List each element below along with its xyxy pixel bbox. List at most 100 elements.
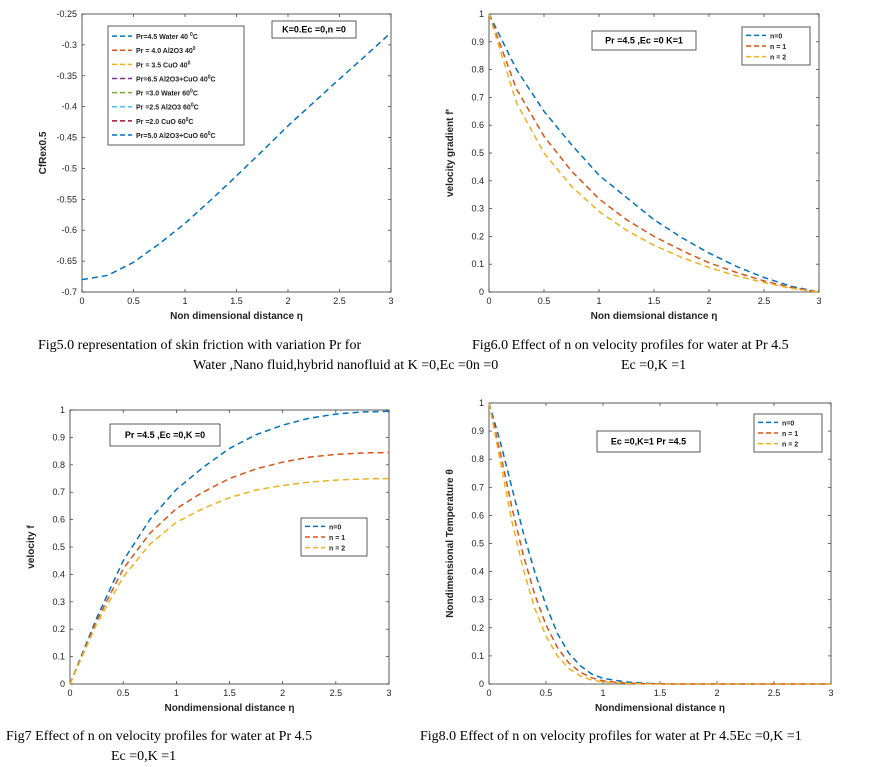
legend-box bbox=[107, 25, 245, 146]
legend-box bbox=[300, 517, 368, 557]
y-tick-label: 0.6 bbox=[52, 515, 65, 525]
y-tick-label: 0.4 bbox=[52, 569, 65, 579]
legend-entry: n = 2 bbox=[770, 55, 786, 62]
legend-entry: Pr =2.5 Al2O3 600C bbox=[136, 103, 199, 112]
y-tick-label: 0.3 bbox=[471, 595, 484, 605]
fig8-caption-line1: Fig8.0 Effect of n on velocity profiles … bbox=[420, 729, 802, 744]
x-tick-label: 0 bbox=[79, 296, 84, 306]
x-tick-label: 0.5 bbox=[538, 296, 551, 306]
x-tick-label: 3 bbox=[388, 296, 393, 306]
x-tick-label: 2 bbox=[706, 296, 711, 306]
x-tick-label: 0 bbox=[486, 296, 491, 306]
y-tick-label: 0.7 bbox=[52, 487, 65, 497]
series-line-1 bbox=[69, 410, 390, 685]
chart-1: 0 0.5 1 1.5 2 2.5 3 -0.25 -0.3 -0.35 -0.4 -0.45 -0.5… bbox=[38, 9, 394, 322]
series-line-3 bbox=[488, 13, 820, 293]
y-tick-label: 1 bbox=[479, 398, 484, 408]
legend-entry: Pr = 4.0 Al2O3 400 bbox=[136, 46, 196, 55]
legend-entry: Pr = 3.5 CuO 400 bbox=[136, 60, 191, 69]
legend-entry: Pr =3.0 Water 600C bbox=[136, 89, 198, 98]
legend-entry: n=0 bbox=[782, 420, 794, 427]
legend-entry: n = 2 bbox=[782, 442, 798, 449]
series-line-3 bbox=[488, 402, 831, 685]
chart-4: 0 0.5 1 1.5 2 2.5 3 0 0.1 0.2 0.3 0.4 0.5 0.6 0.7 0.8 0.… bbox=[445, 398, 834, 714]
annotation-box bbox=[271, 20, 357, 39]
x-tick-label: 2.5 bbox=[330, 688, 343, 698]
y-axis-label: velocity gradient f' bbox=[445, 109, 456, 197]
y-axis-label: Nondimensional Temperature θ bbox=[445, 469, 456, 618]
series-line-2 bbox=[488, 13, 820, 293]
y-tick-label: 0.9 bbox=[52, 432, 65, 442]
x-tick-label: 1 bbox=[596, 296, 601, 306]
fig7-caption-line2: Ec =0,K =1 bbox=[111, 749, 177, 764]
y-tick-label: 0.1 bbox=[471, 651, 484, 661]
x-tick-label: 3 bbox=[816, 296, 821, 306]
x-tick-label: 3 bbox=[386, 688, 391, 698]
y-tick-label: 0 bbox=[60, 679, 65, 689]
legend-box bbox=[741, 26, 811, 66]
fig6-caption-line1: Fig6.0 Effect of n on velocity profiles … bbox=[472, 338, 789, 353]
y-tick-label: 0.8 bbox=[52, 460, 65, 470]
fig5-caption-line1: Fig5.0 representation of skin friction w… bbox=[38, 338, 362, 353]
y-tick-label: -0.3 bbox=[61, 40, 77, 50]
y-tick-label: 1 bbox=[60, 405, 65, 415]
y-tick-label: 0.9 bbox=[471, 426, 484, 436]
x-tick-label: 0.5 bbox=[540, 688, 553, 698]
y-axis-label: CfRex0.5 bbox=[38, 131, 49, 174]
y-tick-label: -0.55 bbox=[56, 194, 77, 204]
y-tick-label: 0.5 bbox=[52, 542, 65, 552]
x-axis-label: Non diemsional distance η bbox=[591, 311, 718, 322]
series-line-1 bbox=[81, 31, 392, 281]
y-tick-label: 0.4 bbox=[471, 567, 484, 577]
y-tick-label: 0.8 bbox=[471, 454, 484, 464]
y-tick-label: -0.4 bbox=[61, 102, 77, 112]
x-tick-label: 2.5 bbox=[333, 296, 346, 306]
y-tick-label: 0.3 bbox=[471, 204, 484, 214]
annotation-text: Pr =4.5 ,Ec =0,K =0 bbox=[125, 430, 205, 440]
y-tick-label: -0.45 bbox=[56, 133, 77, 143]
x-tick-label: 3 bbox=[828, 688, 833, 698]
legend-box bbox=[753, 413, 823, 453]
x-tick-label: 2 bbox=[714, 688, 719, 698]
y-tick-label: 0.5 bbox=[471, 539, 484, 549]
legend-entry: n = 1 bbox=[329, 535, 345, 542]
series-line-1 bbox=[488, 13, 820, 293]
y-tick-label: 1 bbox=[479, 9, 484, 19]
y-tick-label: 0 bbox=[479, 287, 484, 297]
fig5-caption-line2: Water ,Nano fluid,hybrid nanofluid at K … bbox=[193, 358, 499, 373]
y-tick-label: 0.9 bbox=[471, 37, 484, 47]
legend-entry: n = 2 bbox=[329, 546, 345, 553]
fig6-caption-line2: Ec =0,K =1 bbox=[621, 358, 687, 373]
x-tick-label: 1 bbox=[174, 688, 179, 698]
y-tick-label: 0.4 bbox=[471, 176, 484, 186]
legend-entry: Pr=4.5 Water 40 0C bbox=[136, 32, 198, 41]
y-tick-label: 0.6 bbox=[471, 510, 484, 520]
y-tick-label: 0.2 bbox=[52, 624, 65, 634]
legend-entry: n=0 bbox=[329, 524, 341, 531]
x-tick-label: 2 bbox=[285, 296, 290, 306]
x-tick-label: 1 bbox=[182, 296, 187, 306]
y-tick-label: -0.65 bbox=[56, 256, 77, 266]
y-tick-label: 0.7 bbox=[471, 92, 484, 102]
x-tick-label: 1.5 bbox=[223, 688, 236, 698]
x-axis-label: Nondimensional distance η bbox=[164, 703, 294, 714]
y-tick-label: -0.7 bbox=[61, 287, 77, 297]
y-tick-label: 0.2 bbox=[471, 623, 484, 633]
x-tick-label: 0 bbox=[67, 688, 72, 698]
y-tick-label: 0.5 bbox=[471, 148, 484, 158]
legend-entry: n=0 bbox=[770, 33, 782, 40]
x-axis-label: Nondimensional distance η bbox=[595, 703, 725, 714]
x-tick-label: 0.5 bbox=[117, 688, 130, 698]
x-tick-label: 1 bbox=[600, 688, 605, 698]
fig7-caption-line1: Fig7 Effect of n on velocity profiles fo… bbox=[6, 729, 313, 744]
y-tick-label: 0.1 bbox=[471, 259, 484, 269]
x-tick-label: 0 bbox=[486, 688, 491, 698]
y-tick-label: -0.35 bbox=[56, 71, 77, 81]
annotation-box bbox=[596, 430, 701, 453]
y-tick-label: -0.5 bbox=[61, 163, 77, 173]
y-tick-label: -0.6 bbox=[61, 225, 77, 235]
annotation-box bbox=[109, 423, 221, 447]
y-axis-label: velocity f bbox=[26, 525, 37, 569]
annotation-text: Ec =0,K=1 Pr =4.5 bbox=[611, 437, 686, 447]
x-tick-label: 1.5 bbox=[230, 296, 243, 306]
